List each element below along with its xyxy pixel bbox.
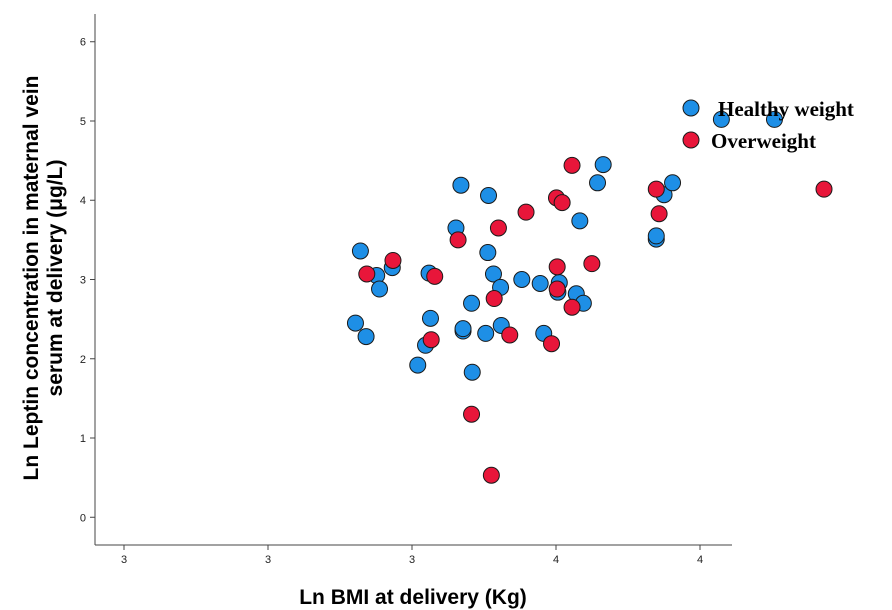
y-axis-title-line-1: Ln Leptin concentration in maternal vein bbox=[20, 76, 43, 481]
x-tick-label: 3 bbox=[121, 554, 127, 566]
x-ticks: 3 3 3 4 4 bbox=[121, 545, 703, 566]
x-axis-title: Ln BMI at delivery (Kg) bbox=[299, 586, 527, 609]
legend-item-healthy-weight: Healthy weight bbox=[682, 97, 854, 121]
data-point-overweight bbox=[548, 280, 566, 298]
data-point-healthy-weight bbox=[484, 265, 502, 283]
data-point-healthy-weight bbox=[371, 280, 389, 298]
data-point-healthy-weight bbox=[346, 314, 364, 332]
legend-marker-overweight bbox=[682, 131, 700, 149]
data-point-healthy-weight bbox=[765, 110, 783, 128]
data-point-overweight bbox=[485, 290, 503, 308]
data-point-overweight bbox=[543, 335, 561, 353]
legend-marker-healthy-weight bbox=[682, 99, 700, 117]
data-point-healthy-weight bbox=[589, 174, 607, 192]
data-point-healthy-weight bbox=[479, 244, 497, 262]
data-point-overweight bbox=[647, 180, 665, 198]
data-point-healthy-weight bbox=[571, 212, 589, 230]
y-tick-label: 6 bbox=[80, 37, 86, 49]
legend: Healthy weight Overweight bbox=[682, 97, 854, 153]
data-points bbox=[346, 110, 833, 484]
y-tick-label: 2 bbox=[80, 354, 86, 366]
data-point-overweight bbox=[548, 258, 566, 276]
y-axis-title-line-2: serum at delivery (μg/L) bbox=[44, 160, 67, 397]
data-point-healthy-weight bbox=[477, 324, 495, 342]
data-point-healthy-weight bbox=[513, 271, 531, 288]
data-point-healthy-weight bbox=[409, 356, 427, 374]
y-axis-title: Ln Leptin concentration in maternal vein… bbox=[20, 76, 67, 481]
data-point-healthy-weight bbox=[452, 176, 470, 194]
data-point-overweight bbox=[422, 331, 440, 349]
data-point-healthy-weight bbox=[531, 274, 549, 292]
data-point-overweight bbox=[358, 265, 376, 283]
data-point-overweight bbox=[449, 231, 467, 249]
data-point-overweight bbox=[553, 194, 571, 212]
y-tick-label: 5 bbox=[80, 116, 86, 128]
y-axis: 0 1 2 3 4 5 6 bbox=[80, 14, 96, 545]
y-tick-label: 4 bbox=[80, 195, 86, 207]
data-point-healthy-weight bbox=[647, 227, 665, 245]
data-point-healthy-weight bbox=[664, 174, 682, 192]
data-point-overweight bbox=[384, 251, 402, 269]
data-point-overweight bbox=[815, 180, 833, 198]
data-point-overweight bbox=[563, 298, 581, 316]
x-tick-label: 3 bbox=[265, 554, 271, 566]
data-point-healthy-weight bbox=[463, 363, 481, 381]
data-point-overweight bbox=[489, 219, 507, 237]
data-point-healthy-weight bbox=[594, 156, 612, 174]
data-point-overweight bbox=[501, 326, 519, 344]
data-point-overweight bbox=[517, 203, 535, 221]
data-point-healthy-weight bbox=[463, 294, 481, 312]
x-tick-label: 4 bbox=[553, 554, 559, 566]
legend-item-overweight: Overweight bbox=[682, 129, 816, 153]
data-point-overweight bbox=[583, 255, 601, 273]
x-tick-label: 4 bbox=[697, 554, 703, 566]
data-point-overweight bbox=[563, 156, 581, 174]
y-tick-label: 0 bbox=[80, 512, 86, 524]
y-tick-label: 3 bbox=[80, 275, 86, 287]
data-point-healthy-weight bbox=[357, 328, 375, 346]
data-point-healthy-weight bbox=[351, 242, 369, 260]
y-ticks: 0 1 2 3 4 5 6 bbox=[80, 37, 95, 524]
data-point-overweight bbox=[482, 466, 500, 484]
legend-label-overweight: Overweight bbox=[711, 129, 816, 153]
x-axis: 3 3 3 4 4 bbox=[95, 544, 732, 566]
data-point-healthy-weight bbox=[454, 320, 472, 338]
y-tick-label: 1 bbox=[80, 433, 86, 445]
data-point-healthy-weight bbox=[480, 186, 498, 204]
data-point-overweight bbox=[463, 405, 481, 423]
legend-label-healthy-weight: Healthy weight bbox=[718, 97, 854, 121]
data-point-overweight bbox=[426, 267, 444, 285]
data-point-healthy-weight bbox=[712, 110, 730, 128]
x-tick-label: 3 bbox=[409, 554, 415, 566]
data-point-healthy-weight bbox=[421, 309, 439, 327]
data-point-overweight bbox=[650, 205, 668, 223]
